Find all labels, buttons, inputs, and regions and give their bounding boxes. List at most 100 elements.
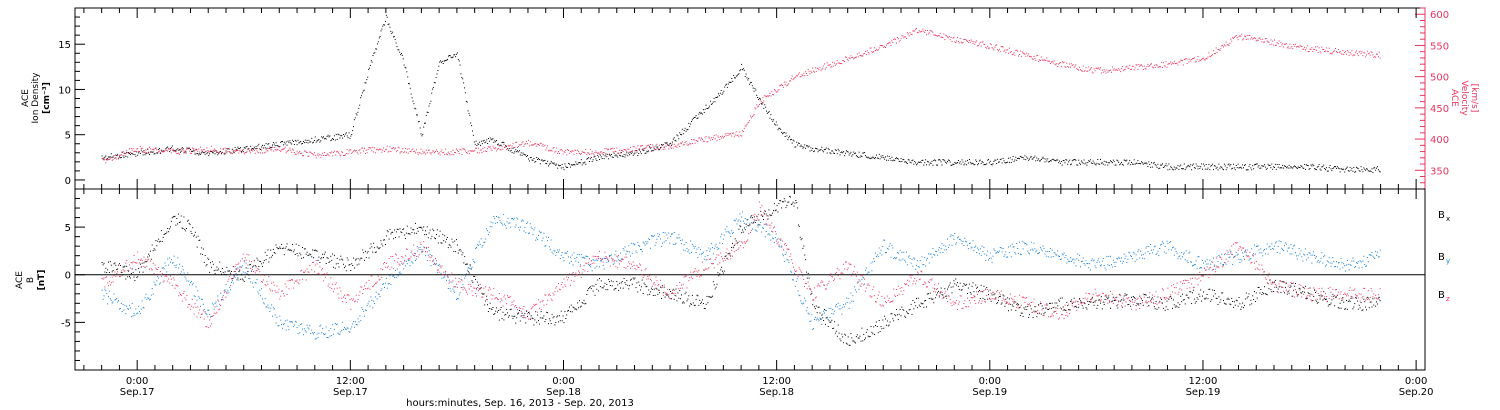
velocity-trace-dot (252, 149, 254, 150)
velocity-trace-dot (1335, 48, 1336, 49)
velocity-trace-dot (1191, 59, 1193, 61)
density-trace-dot (692, 118, 694, 119)
density-trace-dot (1211, 164, 1213, 166)
field-by-trace-dot (342, 321, 344, 323)
field-by-trace-dot (429, 254, 431, 255)
velocity-trace-dot (798, 72, 800, 74)
velocity-trace-dot (805, 71, 807, 73)
density-trace-dot (722, 92, 724, 94)
density-trace-dot (154, 153, 156, 155)
field-bx-trace-dot (794, 202, 796, 204)
density-trace-dot (777, 129, 779, 131)
field-bx-trace-dot (395, 231, 397, 233)
velocity-trace-dot (1066, 62, 1068, 64)
density-trace-dot (535, 160, 537, 162)
density-trace-dot (766, 110, 767, 112)
field-bx-trace-dot (886, 320, 888, 322)
field-by-trace-dot (539, 232, 541, 234)
density-trace-dot (765, 106, 767, 108)
velocity-trace-dot (376, 148, 378, 150)
field-bx-trace-dot (1314, 289, 1316, 291)
density-trace-dot (565, 165, 567, 167)
field-bx-trace-dot (943, 297, 945, 299)
velocity-trace-dot (620, 152, 621, 154)
field-by-trace-dot (200, 305, 201, 307)
velocity-trace-dot (979, 41, 981, 43)
velocity-trace-dot (124, 155, 126, 157)
density-trace-dot (604, 155, 606, 157)
velocity-trace-dot (1245, 39, 1247, 40)
field-by-trace-dot (191, 284, 193, 286)
field-bx-trace-dot (1100, 302, 1101, 304)
velocity-trace-dot (956, 40, 958, 42)
velocity-trace-dot (1370, 51, 1372, 53)
density-trace-dot (388, 23, 390, 25)
field-by-trace-dot (131, 302, 133, 304)
field-bx-trace-dot (638, 281, 640, 283)
field-bx-trace-dot (150, 258, 152, 260)
density-trace-dot (690, 123, 692, 125)
field-bx-trace-dot (662, 292, 664, 294)
velocity-trace-dot (584, 152, 586, 154)
velocity-trace-dot (1003, 50, 1005, 52)
field-bx-trace-dot (616, 281, 618, 282)
field-bx-trace-dot (403, 228, 405, 230)
field-bx-trace-dot (935, 297, 937, 299)
velocity-trace-dot (138, 151, 140, 153)
field-by-trace-dot (272, 307, 274, 309)
velocity-trace-dot (762, 97, 764, 99)
field-bx-trace-dot (1032, 317, 1034, 318)
field-bx-trace-dot (1282, 281, 1284, 283)
velocity-trace-dot (681, 142, 682, 144)
field-bx-trace-dot (1338, 307, 1340, 309)
field-bx-trace-dot (302, 247, 303, 248)
field-bx-trace-dot (231, 271, 232, 272)
field-by-trace-dot (618, 259, 620, 261)
density-trace-dot (350, 135, 352, 137)
velocity-trace-dot (712, 139, 713, 141)
density-trace-dot (998, 161, 999, 163)
field-bx-trace-dot (791, 203, 793, 205)
density-trace-dot (673, 137, 675, 139)
velocity-trace-dot (166, 149, 168, 151)
velocity-trace-dot (1202, 58, 1203, 60)
field-bx-trace-dot (1080, 300, 1081, 302)
velocity-trace-dot (175, 151, 177, 153)
density-trace-dot (354, 117, 356, 119)
density-trace-dot (954, 162, 956, 164)
field-bx-trace-dot (995, 297, 997, 299)
density-trace-dot (311, 137, 313, 139)
density-trace-dot (852, 154, 854, 156)
field-bx-trace-dot (202, 253, 203, 255)
density-trace-dot (1037, 159, 1039, 161)
field-by-trace-dot (124, 305, 126, 307)
field-by-trace-dot (687, 251, 689, 253)
density-trace-dot (978, 160, 980, 162)
density-trace-dot (810, 147, 812, 149)
velocity-trace-dot (920, 31, 922, 33)
velocity-trace-dot (1059, 62, 1061, 64)
velocity-trace-dot (532, 144, 534, 146)
density-trace-dot (893, 159, 895, 161)
density-trace-dot (668, 145, 670, 147)
field-bx-trace-dot (862, 340, 864, 342)
field-bx-trace-dot (885, 318, 886, 320)
velocity-trace-dot (253, 150, 255, 151)
field-bx-trace-dot (450, 246, 452, 248)
field-by-trace-dot (476, 244, 478, 246)
density-trace-dot (326, 135, 328, 137)
field-by-trace-dot (199, 297, 201, 299)
velocity-trace-dot (711, 137, 713, 139)
field-by-trace-dot (625, 253, 627, 255)
density-trace-dot (364, 82, 366, 84)
density-trace-dot (322, 137, 324, 139)
density-trace-dot (193, 150, 195, 152)
velocity-trace-dot (278, 146, 280, 148)
field-bx-trace-dot (583, 299, 585, 301)
density-trace-dot (1346, 167, 1347, 169)
field-bx-trace-dot (640, 286, 642, 288)
velocity-trace-dot (848, 57, 850, 59)
density-trace-dot (1206, 168, 1208, 170)
density-trace-dot (1054, 160, 1056, 162)
density-trace-dot (700, 112, 702, 114)
